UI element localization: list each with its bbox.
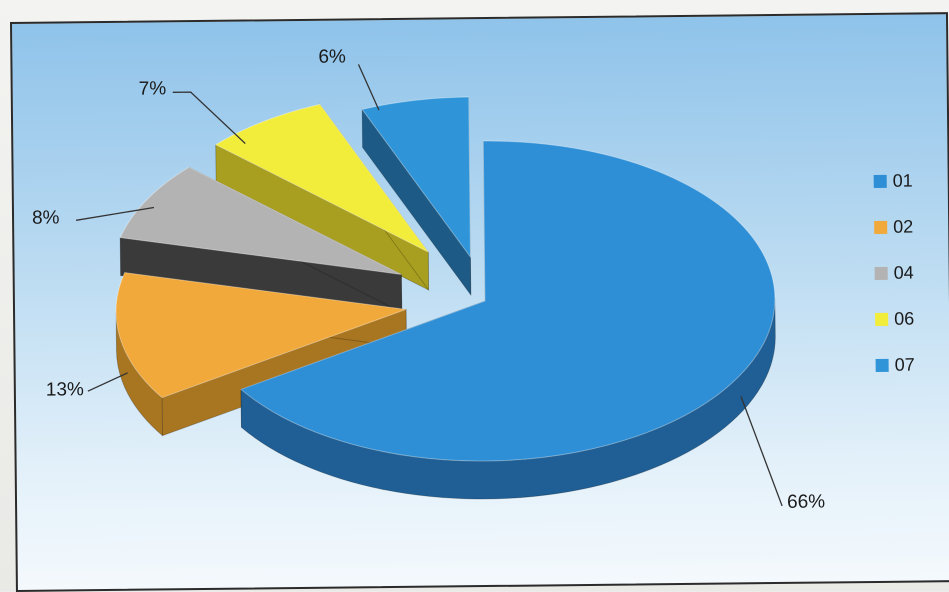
leader-lines — [75, 64, 783, 507]
legend-swatch-04 — [874, 266, 888, 280]
pie-chart: 66% 13% 8% 7% 6% 01 02 04 06 07 — [32, 46, 915, 512]
leader-line-02 — [87, 372, 128, 392]
pie-slice-07 — [361, 96, 472, 297]
slice-face-07 — [361, 96, 471, 259]
leader-line-06 — [172, 91, 246, 145]
slices-layer — [115, 96, 776, 500]
data-label-04: 8% — [32, 207, 60, 228]
leader-line-01 — [740, 396, 783, 507]
data-label-07: 6% — [318, 46, 346, 67]
legend-label-06: 06 — [894, 309, 914, 329]
slice-face-04 — [119, 166, 402, 275]
pie-slice-02 — [115, 271, 407, 437]
legend-swatch-02 — [874, 220, 888, 234]
data-labels: 66% 13% 8% 7% 6% — [32, 46, 825, 512]
slice-face-06 — [214, 103, 429, 253]
leader-line-04 — [75, 206, 155, 221]
slice-wall-04-0 — [119, 237, 403, 313]
legend: 01 02 04 06 07 — [873, 171, 915, 375]
data-label-01: 66% — [787, 491, 825, 512]
chart-frame: 66% 13% 8% 7% 6% 01 02 04 06 07 — [10, 12, 949, 592]
data-label-02: 13% — [46, 379, 84, 400]
slice-face-02 — [115, 271, 407, 399]
legend-swatch-07 — [875, 358, 889, 372]
slice-wall-07-0 — [361, 108, 472, 297]
legend-label-01: 01 — [893, 171, 913, 191]
data-label-06: 7% — [139, 78, 167, 99]
pie-slice-04 — [119, 166, 403, 314]
pie-slice-01 — [240, 140, 776, 500]
legend-label-07: 07 — [895, 355, 915, 375]
leader-line-07 — [357, 64, 380, 111]
legend-label-02: 02 — [893, 217, 913, 237]
legend-swatch-06 — [875, 312, 889, 326]
pie-slice-06 — [214, 103, 430, 292]
slice-face-01 — [240, 140, 776, 462]
legend-label-04: 04 — [894, 263, 914, 283]
legend-swatch-01 — [873, 174, 887, 188]
